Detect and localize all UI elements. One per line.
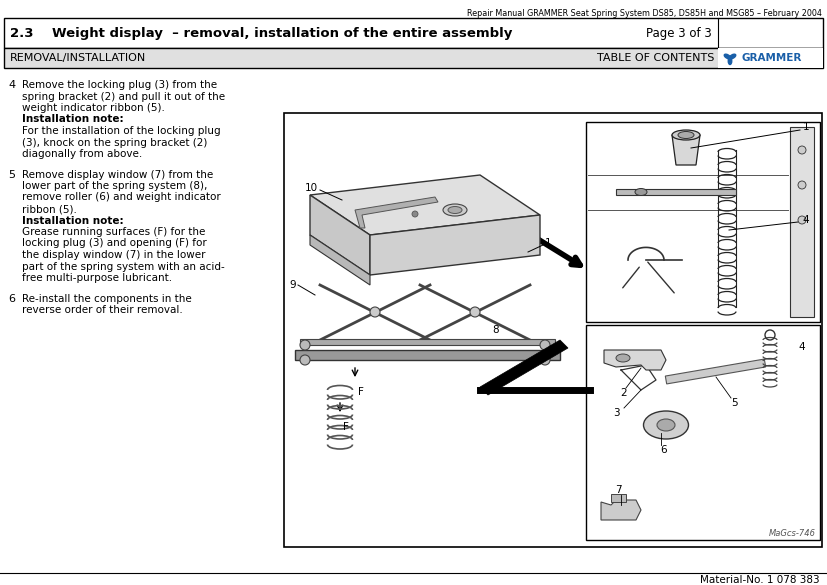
Text: 2: 2 <box>621 388 628 398</box>
Ellipse shape <box>643 411 689 439</box>
Text: 2.3    Weight display  – removal, installation of the entire assembly: 2.3 Weight display – removal, installati… <box>10 26 513 40</box>
Bar <box>284 113 822 547</box>
Text: the display window (7) in the lower: the display window (7) in the lower <box>22 250 205 260</box>
Ellipse shape <box>443 204 467 216</box>
Circle shape <box>370 307 380 317</box>
FancyArrowPatch shape <box>623 267 639 288</box>
FancyArrow shape <box>666 359 766 384</box>
Polygon shape <box>370 215 540 275</box>
Circle shape <box>470 307 480 317</box>
Bar <box>718 48 823 68</box>
Text: 4: 4 <box>8 80 15 90</box>
Circle shape <box>540 340 550 350</box>
Text: Remove the locking plug (3) from the: Remove the locking plug (3) from the <box>22 80 218 90</box>
Polygon shape <box>604 350 666 370</box>
Bar <box>790 127 814 317</box>
Text: Material-No. 1 078 383: Material-No. 1 078 383 <box>700 575 820 585</box>
Text: (3), knock on the spring bracket (2): (3), knock on the spring bracket (2) <box>22 137 208 147</box>
Bar <box>586 325 820 540</box>
Text: 4: 4 <box>799 342 805 352</box>
Text: F: F <box>358 387 364 397</box>
Polygon shape <box>355 197 438 228</box>
Text: TABLE OF CONTENTS: TABLE OF CONTENTS <box>596 53 714 63</box>
Text: Re-install the components in the: Re-install the components in the <box>22 294 192 304</box>
FancyArrowPatch shape <box>648 262 674 293</box>
Circle shape <box>300 340 310 350</box>
Circle shape <box>798 146 806 154</box>
Text: REMOVAL/INSTALLATION: REMOVAL/INSTALLATION <box>10 53 146 63</box>
Ellipse shape <box>678 132 694 139</box>
Text: 3: 3 <box>613 408 619 418</box>
Text: 5: 5 <box>8 170 15 180</box>
Polygon shape <box>310 235 370 285</box>
Bar <box>616 189 736 195</box>
Ellipse shape <box>729 54 736 59</box>
Polygon shape <box>310 175 540 235</box>
Text: locking plug (3) and opening (F) for: locking plug (3) and opening (F) for <box>22 239 207 249</box>
Text: 6: 6 <box>661 445 667 455</box>
Ellipse shape <box>724 54 730 59</box>
Polygon shape <box>601 500 641 520</box>
Polygon shape <box>310 195 370 275</box>
Text: 9: 9 <box>289 280 296 290</box>
Text: reverse order of their removal.: reverse order of their removal. <box>22 305 183 315</box>
Ellipse shape <box>635 188 647 195</box>
Text: For the installation of the locking plug: For the installation of the locking plug <box>22 126 221 136</box>
Text: free multi-purpose lubricant.: free multi-purpose lubricant. <box>22 273 172 283</box>
Text: 1: 1 <box>545 238 552 248</box>
Ellipse shape <box>672 130 700 140</box>
Text: diagonally from above.: diagonally from above. <box>22 149 142 159</box>
Bar <box>295 350 560 360</box>
Circle shape <box>540 355 550 365</box>
Circle shape <box>300 355 310 365</box>
Text: Installation note:: Installation note: <box>22 215 123 225</box>
Text: F: F <box>343 422 349 432</box>
Text: spring bracket (2) and pull it out of the: spring bracket (2) and pull it out of th… <box>22 91 225 102</box>
Text: 4: 4 <box>803 215 810 225</box>
Circle shape <box>798 216 806 224</box>
Ellipse shape <box>657 419 675 431</box>
Text: 5: 5 <box>731 398 738 408</box>
Ellipse shape <box>616 354 630 362</box>
Text: MaGcs-746: MaGcs-746 <box>769 529 816 538</box>
Bar <box>4 18 823 48</box>
Text: Installation note:: Installation note: <box>22 115 123 125</box>
Text: remove roller (6) and weight indicator: remove roller (6) and weight indicator <box>22 192 221 202</box>
Text: Repair Manual GRAMMER Seat Spring System DS85, DS85H and MSG85 – February 2004: Repair Manual GRAMMER Seat Spring System… <box>467 9 822 19</box>
Ellipse shape <box>448 207 462 214</box>
Text: 10: 10 <box>305 183 318 193</box>
Text: Page 3 of 3: Page 3 of 3 <box>646 26 712 40</box>
Bar <box>300 339 555 345</box>
Text: 6: 6 <box>8 294 15 304</box>
Text: part of the spring system with an acid-: part of the spring system with an acid- <box>22 261 225 271</box>
Circle shape <box>798 181 806 189</box>
Text: 7: 7 <box>614 485 621 495</box>
Text: 8: 8 <box>492 325 499 335</box>
Text: 1: 1 <box>803 122 810 132</box>
Bar <box>611 494 626 502</box>
Ellipse shape <box>729 57 732 64</box>
Polygon shape <box>480 340 568 395</box>
Bar <box>586 122 820 322</box>
Text: Remove display window (7) from the: Remove display window (7) from the <box>22 170 213 180</box>
Bar <box>4 48 823 68</box>
Circle shape <box>412 211 418 217</box>
Text: GRAMMER: GRAMMER <box>742 53 802 63</box>
Text: ribbon (5).: ribbon (5). <box>22 204 77 214</box>
Text: lower part of the spring system (8),: lower part of the spring system (8), <box>22 181 208 191</box>
Polygon shape <box>672 135 700 165</box>
Text: weight indicator ribbon (5).: weight indicator ribbon (5). <box>22 103 165 113</box>
Text: Grease running surfaces (F) for the: Grease running surfaces (F) for the <box>22 227 205 237</box>
